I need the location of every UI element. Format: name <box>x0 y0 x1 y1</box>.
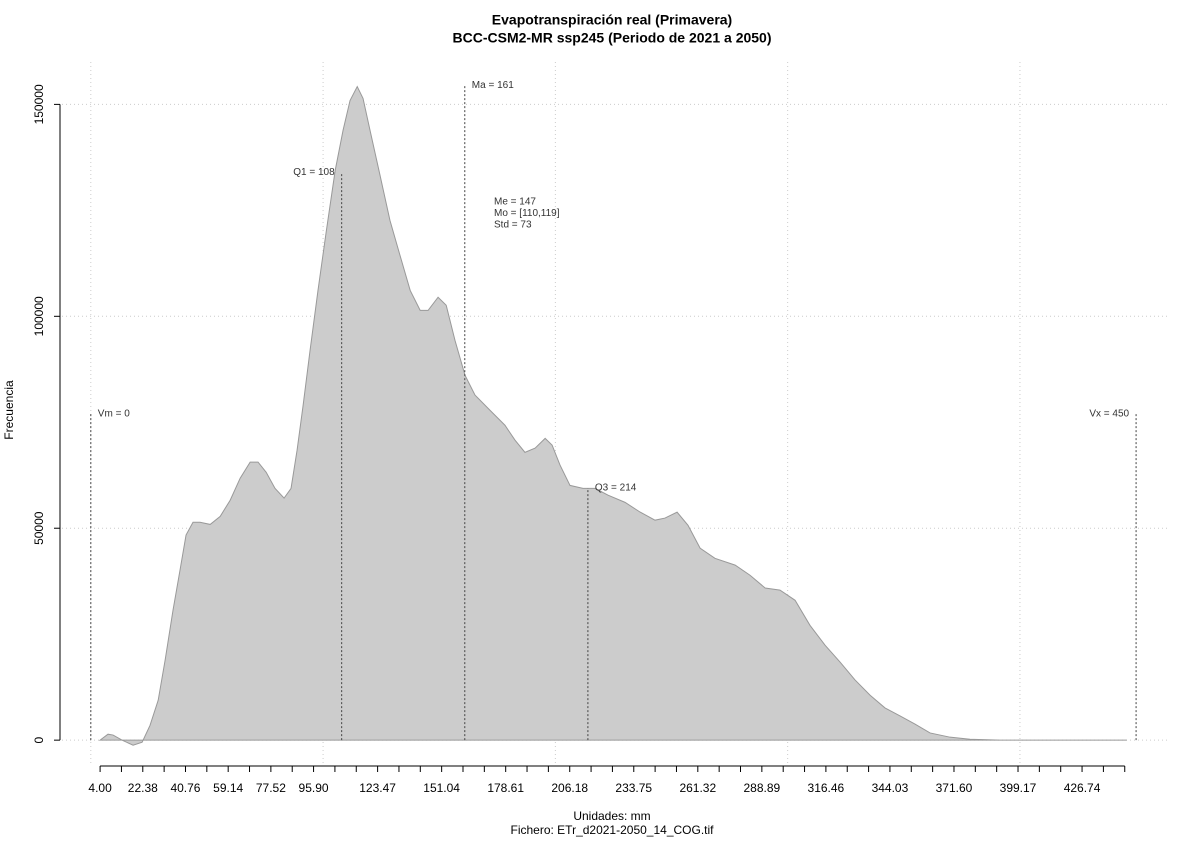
y-tick-label: 100000 <box>32 296 46 336</box>
stat-label: Std = 73 <box>494 220 532 231</box>
y-tick-label: 0 <box>32 736 46 743</box>
marker-label: Ma = 161 <box>472 80 514 91</box>
y-tick-label: 150000 <box>32 84 46 124</box>
footer: Fichero: ETr_d2021-2050_14_COG.tif <box>511 823 715 837</box>
y-axis-label: Frecuencia <box>2 380 16 440</box>
x-tick-label: 233.75 <box>615 781 652 795</box>
marker-label: Vm = 0 <box>98 408 130 419</box>
x-tick-label: 316.46 <box>808 781 845 795</box>
stat-label: Me = 147 <box>494 197 536 208</box>
stat-label: Mo = [110,119] <box>494 208 560 219</box>
x-axis-label: Unidades: mm <box>573 809 650 823</box>
x-tick-label: 123.47 <box>359 781 396 795</box>
x-tick-label: 344.03 <box>872 781 909 795</box>
marker-label: Vx = 450 <box>1089 408 1129 419</box>
x-tick-label: 261.32 <box>679 781 716 795</box>
x-tick-label: 4.00 <box>88 781 112 795</box>
density-area <box>98 85 1127 746</box>
x-tick-label: 426.74 <box>1064 781 1101 795</box>
x-tick-label: 40.76 <box>170 781 200 795</box>
marker-label: Q1 = 108 <box>293 167 335 178</box>
x-tick-label: 371.60 <box>936 781 973 795</box>
x-tick-label: 77.52 <box>256 781 286 795</box>
x-tick-label: 288.89 <box>744 781 781 795</box>
y-tick-label: 50000 <box>32 511 46 545</box>
x-tick-label: 399.17 <box>1000 781 1037 795</box>
x-tick-label: 206.18 <box>551 781 588 795</box>
chart-title: Evapotranspiración real (Primavera) <box>492 12 732 28</box>
x-tick-label: 151.04 <box>423 781 460 795</box>
x-tick-label: 59.14 <box>213 781 243 795</box>
chart-subtitle: BCC-CSM2-MR ssp245 (Periodo de 2021 a 20… <box>453 30 772 46</box>
x-tick-label: 178.61 <box>487 781 524 795</box>
x-tick-label: 95.90 <box>299 781 329 795</box>
x-tick-label: 22.38 <box>128 781 158 795</box>
marker-label: Q3 = 214 <box>595 483 637 494</box>
